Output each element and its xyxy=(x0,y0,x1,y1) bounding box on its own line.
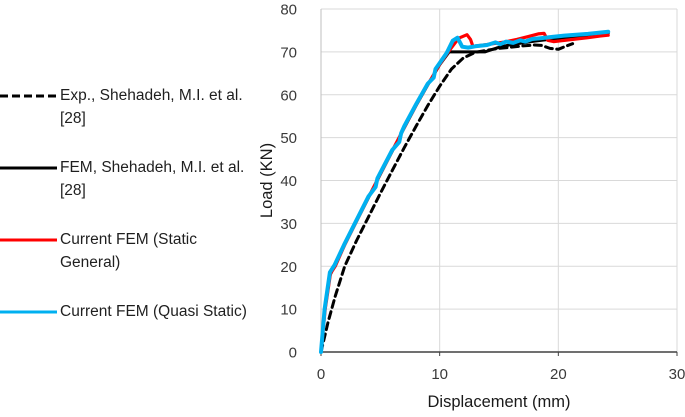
legend-label-line1: Current FEM (Quasi Static) xyxy=(60,303,247,320)
legend-line-blue-icon xyxy=(0,310,57,313)
y-tick-label: 0 xyxy=(289,345,297,362)
legend-line-red-icon xyxy=(0,238,57,241)
chart-legend: Exp., Shehadeh, M.I. et al. [28] FEM, Sh… xyxy=(0,84,266,349)
legend-label-line2: General) xyxy=(60,254,121,271)
legend-line-black-icon xyxy=(0,166,57,169)
series-current-fem-quasi xyxy=(319,29,611,354)
x-tick-label: 30 xyxy=(669,366,685,383)
y-tick-label: 30 xyxy=(280,216,297,233)
series-current-fem-static xyxy=(319,31,610,354)
y-axis-title: Load (KN) xyxy=(258,143,276,218)
series-fem-shehadeh xyxy=(319,31,610,354)
legend-label-line2: [28] xyxy=(60,110,86,127)
legend-label-line1: Current FEM (Static xyxy=(60,231,197,248)
y-tick-label: 60 xyxy=(280,87,297,104)
legend-label-line1: Exp., Shehadeh, M.I. et al. xyxy=(60,87,243,104)
legend-item-exp: Exp., Shehadeh, M.I. et al. [28] xyxy=(0,84,266,130)
legend-line-dashed-icon xyxy=(0,94,57,97)
series-exp-shehadeh xyxy=(319,42,575,354)
y-tick-label: 80 xyxy=(280,2,297,19)
legend-item-current-static: Current FEM (Static General) xyxy=(0,228,266,274)
x-tick-label: 20 xyxy=(550,366,567,383)
x-tick-label: 0 xyxy=(317,366,325,383)
y-tick-label: 50 xyxy=(280,130,297,147)
y-tick-label: 10 xyxy=(280,302,297,319)
legend-item-current-quasi: Current FEM (Quasi Static) xyxy=(0,300,266,323)
legend-item-fem: FEM, Shehadeh, M.I. et al. [28] xyxy=(0,156,266,202)
x-axis-title: Displacement (mm) xyxy=(427,393,570,411)
y-tick-label: 20 xyxy=(280,259,297,276)
y-tick-label: 70 xyxy=(280,44,297,61)
y-tick-label: 40 xyxy=(280,173,297,190)
legend-label-line2: [28] xyxy=(60,182,86,199)
legend-label-line1: FEM, Shehadeh, M.I. et al. xyxy=(60,159,245,176)
x-tick-label: 10 xyxy=(431,366,448,383)
